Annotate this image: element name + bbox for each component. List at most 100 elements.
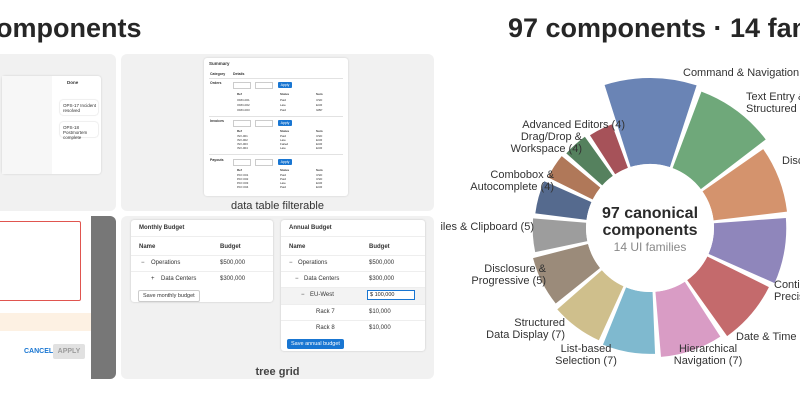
filter-input[interactable] [233, 159, 251, 166]
section-label-payouts: Payouts [210, 158, 224, 162]
pie-slice [557, 270, 624, 341]
filter-input[interactable] [233, 120, 251, 127]
table-cell: Late [280, 146, 286, 150]
pie-slice-label: Combobox & Autocomplete (4) [470, 169, 554, 193]
tree-toggle-button[interactable]: − [295, 276, 299, 282]
tree-toggle-button[interactable]: − [301, 292, 305, 298]
kanban-card[interactable]: OPS-17 Incident resolved [60, 100, 98, 115]
col-header-name: Name [139, 244, 156, 250]
table-cell: GBP [316, 108, 323, 112]
col-header: Ref [237, 129, 242, 133]
tree-row-budget: $10,000 [369, 309, 391, 315]
tree-row-name: Data Centers [161, 276, 197, 282]
monthly-budget-title: Monthly Budget [139, 225, 185, 231]
tile-kanban: Done OPS-17 Incident resolved OPS-18 Pos… [0, 54, 116, 211]
tile-tree-grid: Monthly Budget Name Budget − Operations … [121, 216, 434, 379]
pie-slice-label: Drag/Drop & Workspace (4) [511, 131, 583, 155]
pie-slice [655, 281, 721, 357]
col-header-budget: Budget [220, 244, 241, 250]
table-cell: USD [316, 177, 323, 181]
tree-toggle-button[interactable]: − [141, 260, 145, 266]
chart-center-hole [586, 164, 714, 292]
table-cell: EUR [316, 185, 323, 189]
tree-row-name: EU-West [310, 292, 334, 298]
pie-slice-label: Advanced Editors (4) [522, 119, 625, 131]
tree-row-budget: $10,000 [369, 325, 391, 331]
annual-budget-title: Annual Budget [289, 225, 332, 231]
pie-slice [602, 287, 656, 354]
table-cell: Failed [280, 142, 289, 146]
table-cell: Paid [280, 177, 287, 181]
col-header-budget: Budget [369, 244, 390, 250]
tree-row-budget: $500,000 [369, 260, 395, 266]
tile-data-table-filterable: Summary Category Details Orders Apply Re… [121, 54, 434, 211]
section-title-components: omponents [0, 13, 142, 43]
apply-button[interactable]: Apply [278, 120, 292, 126]
pie-slice-label: iles & Clipboard (5) [440, 221, 534, 233]
tree-row-budget: $300,000 [369, 276, 395, 282]
summary-header-details: Details [233, 72, 245, 76]
tree-toggle-button[interactable]: − [289, 260, 293, 266]
col-header: Sum [316, 92, 323, 96]
tile-caption: tree grid [255, 366, 300, 378]
table-cell: ORD-001 [237, 98, 250, 102]
divider [131, 236, 273, 237]
tree-row-name: Operations [298, 260, 328, 266]
pie-slice [535, 181, 592, 220]
chart-center-title-line2: components [602, 222, 697, 239]
chart-title: 97 components · 14 fam [508, 13, 800, 43]
pie-slice [708, 217, 787, 284]
pie-slice [548, 156, 601, 200]
table-cell: EUR [316, 138, 323, 142]
table-cell: EUR [316, 146, 323, 150]
budget-input[interactable]: $ 100,000 [367, 290, 415, 300]
table-cell: PAY-004 [237, 185, 249, 189]
filter-input[interactable] [255, 82, 273, 89]
tree-toggle-button[interactable]: + [151, 276, 155, 282]
filter-input[interactable] [233, 82, 251, 89]
apply-button[interactable]: Apply [278, 159, 292, 165]
divider [281, 255, 425, 256]
filter-input[interactable] [255, 159, 273, 166]
tile-dialog: CANCEL APPLY [0, 216, 116, 379]
dialog-text-area[interactable] [0, 221, 81, 301]
table-cell: Late [280, 138, 286, 142]
table-cell: EUR [316, 181, 323, 185]
kanban-column-title: Done [67, 80, 79, 85]
filter-input[interactable] [255, 120, 273, 127]
pie-slice [566, 136, 613, 186]
apply-button[interactable]: APPLY [53, 344, 85, 359]
pie-slice [589, 124, 628, 175]
divider [281, 320, 425, 321]
col-header: Status [280, 129, 290, 133]
divider [209, 154, 343, 155]
table-cell: Late [280, 103, 286, 107]
pie-slice-label: Structured Data Display (7) [486, 317, 565, 341]
table-cell: INV-003 [237, 142, 248, 146]
save-annual-budget-button[interactable]: Save annual budget [287, 339, 344, 349]
divider [209, 78, 343, 79]
col-header-name: Name [289, 244, 306, 250]
table-cell: USD [316, 98, 323, 102]
apply-button[interactable]: Apply [278, 82, 292, 88]
summary-header-category: Category [210, 72, 226, 76]
cancel-button[interactable]: CANCEL [24, 348, 54, 355]
tree-row-name: Rack 8 [316, 325, 335, 331]
col-header: Ref [237, 168, 242, 172]
dialog-notice-bar [0, 313, 91, 331]
tree-row-budget: $500,000 [220, 260, 246, 266]
kanban-card-text: OPS-18 Postmortem complete [63, 125, 88, 140]
table-cell: Paid [280, 134, 287, 138]
save-monthly-budget-button[interactable]: Save monthly budget [138, 290, 200, 302]
table-cell: USD [316, 173, 323, 177]
pie-slice-label: Disc [782, 155, 800, 167]
kanban-card-text: OPS-17 Incident resolved [63, 103, 97, 113]
pie-slice [672, 91, 766, 190]
pie-slice [702, 149, 787, 221]
table-cell: PAY-001 [237, 173, 249, 177]
divider [281, 236, 425, 237]
table-cell: INV-001 [237, 134, 248, 138]
kanban-card[interactable]: OPS-18 Postmortem complete [60, 122, 98, 140]
summary-title: Summary [209, 61, 230, 66]
divider [209, 116, 343, 117]
